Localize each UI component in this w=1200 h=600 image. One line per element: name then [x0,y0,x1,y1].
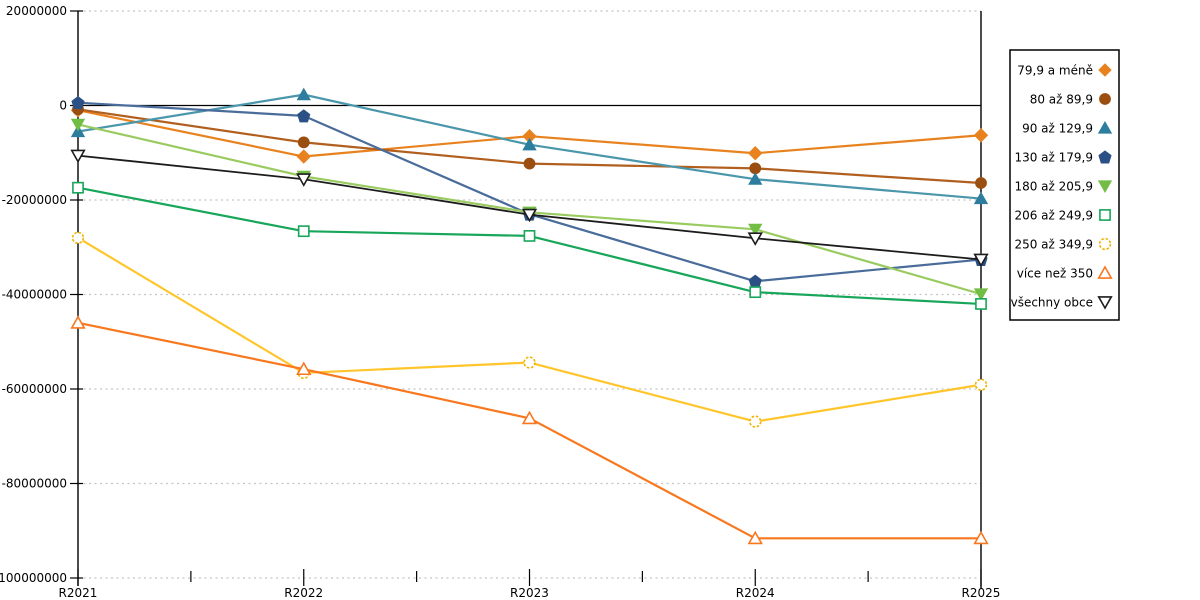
series-6 [72,181,987,310]
y-tick-label: 0 [59,99,67,113]
y-tick-label: -60000000 [2,382,67,396]
circle-marker [523,157,536,170]
legend-label: 180 až 205,9 [1014,180,1093,194]
pentagon-marker [1098,150,1112,164]
gridlines [70,10,981,579]
legend-box: 79,9 a méně 80 až 89,9 90 až 129,9 130 až 1… [1009,49,1120,321]
legend-label: 90 až 129,9 [1022,122,1093,136]
triangle-down-marker [296,173,312,187]
circle-marker [523,356,536,369]
triangle-down-marker [747,232,763,246]
diamond-marker [296,149,311,164]
series-line [76,321,983,540]
square-marker [1099,209,1111,221]
series-4 [71,96,988,288]
series-line [76,236,983,423]
triangle-down-marker [748,223,763,237]
circle-marker [297,136,310,149]
legend-item: 90 až 129,9 [1022,120,1113,136]
x-tick-label: R2021 [59,586,98,600]
legend-label: 80 až 89,9 [1030,93,1093,107]
x-tick-label: R2022 [284,586,323,600]
triangle-down-marker [973,288,989,302]
circle-marker [71,231,85,245]
diamond-marker [748,146,763,161]
legend-label: 130 až 179,9 [1014,151,1093,165]
series-8 [70,315,989,545]
legend-label: 206 až 249,9 [1014,209,1093,223]
triangle-up-marker [296,361,312,376]
triangle-down-marker [973,253,989,268]
legend-item: 79,9 a méně [1017,63,1112,78]
legend-item: 130 až 179,9 [1014,150,1112,165]
triangle-up-marker [1097,120,1113,134]
pentagon-marker [71,96,85,110]
triangle-down-marker [1097,180,1113,194]
y-tick-label: -80000000 [2,477,67,491]
y-tick-label: -20000000 [2,193,67,207]
diamond-marker [1098,63,1112,77]
diamond-marker [973,128,989,143]
series-line [76,186,983,306]
triangle-up-marker [973,530,989,545]
circle-marker [1098,237,1112,251]
square-marker [749,286,762,299]
legend-item: 80 až 89,9 [1030,93,1111,107]
y-tick-label: -100000000 [0,571,67,585]
legend-item: 250 až 349,9 [1014,237,1112,252]
circle-marker [974,378,988,391]
legend-item: více než 350 [1017,265,1113,281]
triangle-up-marker [521,410,538,425]
triangle-down-marker [521,208,538,223]
pentagon-marker [297,109,311,123]
triangle-up-marker [70,315,86,329]
x-axis-labels: R2021 R2022 R2023 R2024 R2025 [59,569,1001,600]
legend-label: 79,9 a méně [1017,64,1093,78]
y-tick-label: -40000000 [2,288,67,302]
x-tick-label: R2025 [962,586,1001,600]
triangle-up-marker [973,191,989,205]
y-axis-labels: 20000000 0 -20000000 -40000000 -60000000 -800… [0,4,67,585]
triangle-up-marker [1097,265,1113,279]
series-9 [70,149,989,268]
triangle-up-marker [522,137,537,151]
square-marker [523,230,536,242]
circle-marker [749,162,762,175]
square-marker [297,225,310,238]
circle-marker [749,415,762,428]
x-tick-label: R2024 [736,586,775,600]
triangle-down-marker [1097,296,1113,310]
square-marker [975,298,987,310]
triangle-up-marker [747,530,763,545]
series-3 [70,87,989,205]
legend-label: všechny obce [1011,296,1093,310]
triangle-up-marker [748,172,763,185]
legend-item: 180 až 205,9 [1014,180,1113,194]
circle-marker [975,177,987,189]
pentagon-marker [748,274,762,288]
legend-label: 250 až 349,9 [1014,238,1093,252]
triangle-down-marker [70,118,86,132]
legend-item: všechny obce [1011,296,1113,310]
triangle-up-marker [296,87,311,101]
circle-marker [1099,93,1111,105]
legend-label: více než 350 [1017,267,1093,281]
y-tick-label: 20000000 [6,4,67,18]
x-tick-label: R2023 [510,586,549,600]
triangle-down-marker [70,149,86,164]
legend-item: 206 až 249,9 [1014,209,1111,223]
square-marker [72,181,84,194]
series-7 [71,231,988,428]
